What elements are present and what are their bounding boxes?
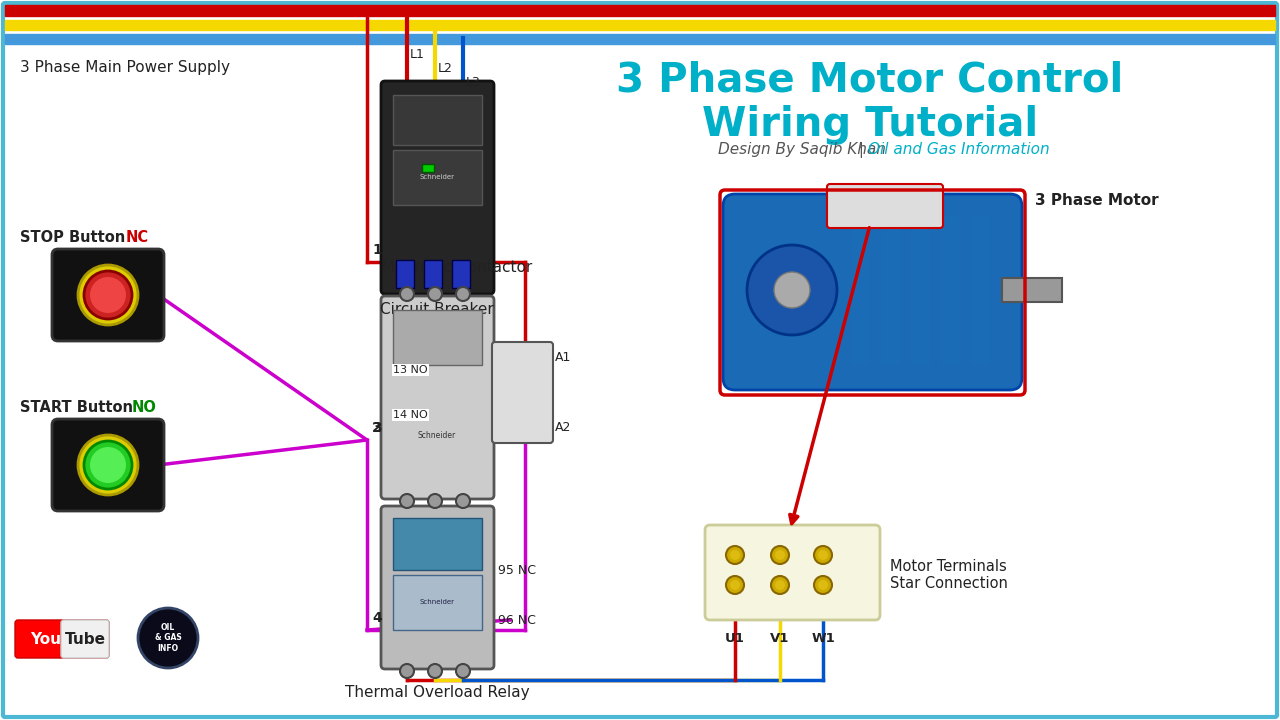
- Circle shape: [456, 664, 470, 678]
- Text: Schneider: Schneider: [420, 174, 454, 180]
- Bar: [850, 215, 870, 365]
- Circle shape: [814, 546, 832, 564]
- Circle shape: [771, 576, 788, 594]
- FancyBboxPatch shape: [827, 184, 943, 228]
- FancyBboxPatch shape: [705, 525, 879, 620]
- Text: Design By Saqib Khan: Design By Saqib Khan: [718, 142, 886, 157]
- Bar: [393, 575, 483, 630]
- Circle shape: [84, 441, 132, 489]
- Circle shape: [726, 576, 744, 594]
- Text: 13 NO: 13 NO: [393, 365, 428, 375]
- Text: NC: NC: [125, 230, 150, 245]
- Circle shape: [90, 277, 125, 313]
- Bar: [5, 20, 1275, 30]
- Text: L3: L3: [466, 76, 481, 89]
- Bar: [879, 215, 900, 365]
- Text: 2: 2: [372, 421, 381, 435]
- FancyBboxPatch shape: [492, 342, 553, 443]
- FancyBboxPatch shape: [52, 419, 164, 511]
- Text: Wiring Tutorial: Wiring Tutorial: [701, 105, 1038, 145]
- Text: 95 NC: 95 NC: [498, 564, 536, 577]
- FancyBboxPatch shape: [723, 194, 1021, 390]
- Circle shape: [456, 494, 470, 508]
- Bar: [940, 215, 960, 365]
- Circle shape: [818, 580, 828, 590]
- Circle shape: [456, 287, 470, 301]
- Text: Schneider: Schneider: [417, 431, 456, 439]
- Text: Tube: Tube: [64, 631, 105, 647]
- Circle shape: [399, 494, 413, 508]
- Circle shape: [774, 550, 785, 560]
- Circle shape: [730, 550, 740, 560]
- Text: Thermal Overload Relay: Thermal Overload Relay: [344, 685, 530, 700]
- Bar: [5, 5, 1275, 16]
- Circle shape: [748, 245, 837, 335]
- Circle shape: [84, 271, 132, 319]
- Text: Motor Terminals
Star Connection: Motor Terminals Star Connection: [890, 559, 1007, 591]
- Circle shape: [726, 546, 744, 564]
- Text: V1: V1: [771, 632, 790, 645]
- Text: L1: L1: [410, 48, 425, 61]
- Circle shape: [730, 580, 740, 590]
- Circle shape: [78, 435, 138, 495]
- Circle shape: [774, 272, 810, 308]
- FancyBboxPatch shape: [61, 620, 109, 658]
- Text: 96 NC: 96 NC: [498, 613, 536, 626]
- Circle shape: [399, 287, 413, 301]
- Text: U1: U1: [724, 632, 745, 645]
- FancyBboxPatch shape: [381, 81, 494, 294]
- Circle shape: [771, 546, 788, 564]
- Text: Oil and Gas Information: Oil and Gas Information: [868, 142, 1050, 157]
- Circle shape: [428, 494, 442, 508]
- Bar: [970, 215, 989, 365]
- FancyBboxPatch shape: [15, 620, 109, 658]
- Circle shape: [399, 664, 413, 678]
- Text: 14 NO: 14 NO: [393, 410, 428, 420]
- Text: W1: W1: [812, 632, 835, 645]
- FancyBboxPatch shape: [381, 296, 494, 499]
- Bar: [452, 260, 470, 288]
- Circle shape: [818, 550, 828, 560]
- Text: 3 Phase Motor Control: 3 Phase Motor Control: [617, 60, 1124, 100]
- Circle shape: [78, 265, 138, 325]
- Bar: [393, 150, 483, 205]
- Text: You: You: [31, 631, 61, 647]
- Bar: [1002, 278, 1062, 302]
- Bar: [424, 260, 442, 288]
- Text: STOP Button: STOP Button: [20, 230, 131, 245]
- Circle shape: [814, 576, 832, 594]
- Text: OIL
& GAS
INFO: OIL & GAS INFO: [155, 623, 182, 653]
- Text: 3 Phase Motor: 3 Phase Motor: [1036, 192, 1158, 207]
- Bar: [396, 260, 413, 288]
- Text: A1: A1: [556, 351, 571, 364]
- FancyBboxPatch shape: [381, 506, 494, 669]
- Text: Circuit Breaker: Circuit Breaker: [380, 302, 494, 317]
- Circle shape: [138, 608, 198, 668]
- Bar: [910, 215, 931, 365]
- Text: START Button: START Button: [20, 400, 138, 415]
- Text: Schneider: Schneider: [420, 599, 454, 605]
- Text: |: |: [854, 142, 869, 158]
- Text: NO: NO: [132, 400, 157, 415]
- FancyBboxPatch shape: [3, 3, 1277, 717]
- Text: 4: 4: [372, 611, 381, 625]
- Text: 3 Phase Main Power Supply: 3 Phase Main Power Supply: [20, 60, 230, 75]
- Circle shape: [90, 447, 125, 483]
- Text: Magnetic Contactor: Magnetic Contactor: [381, 260, 532, 275]
- FancyBboxPatch shape: [52, 249, 164, 341]
- Text: L2: L2: [438, 62, 453, 75]
- Text: 1: 1: [372, 243, 381, 257]
- Bar: [393, 518, 483, 570]
- Bar: [393, 310, 483, 365]
- Bar: [422, 164, 434, 172]
- Circle shape: [428, 287, 442, 301]
- Text: 3: 3: [372, 421, 381, 435]
- Circle shape: [774, 580, 785, 590]
- Circle shape: [428, 664, 442, 678]
- Bar: [5, 34, 1275, 44]
- Bar: [393, 95, 483, 145]
- Text: A2: A2: [556, 420, 571, 433]
